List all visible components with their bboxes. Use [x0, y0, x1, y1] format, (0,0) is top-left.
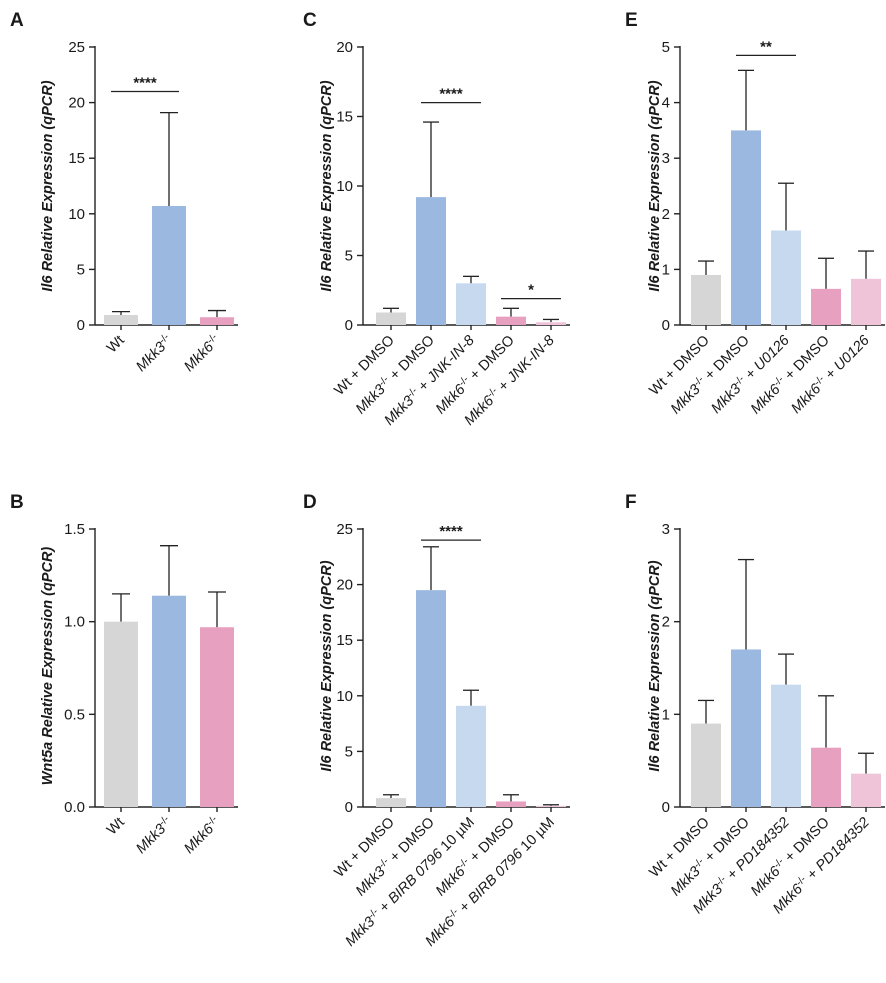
bar [416, 590, 446, 807]
significance-label: **** [439, 523, 463, 540]
y-tick-label: 0 [345, 799, 353, 816]
y-tick-label: 1.5 [64, 521, 85, 538]
x-category-label: Mkk3-/- [132, 813, 176, 857]
y-tick-label: 4 [662, 95, 670, 112]
bar [691, 274, 721, 325]
y-tick-label: 15 [336, 109, 353, 126]
y-tick-label: 1.0 [64, 614, 85, 631]
y-tick-label: 15 [68, 150, 85, 167]
panel-b: B Wnt5a Relative Expression (qPCR) 0.0 0.5 1… [10, 492, 238, 857]
significance-label: **** [133, 74, 157, 91]
y-tick-label: 10 [336, 688, 353, 705]
y-axis-label: Il6 Relative Expression (qPCR) [647, 80, 663, 291]
significance-label: ** [760, 38, 772, 55]
bar [456, 283, 486, 325]
panel-d: D Il6 Relative Expression (qPCR) 0 5 10 15 20 2… [303, 492, 570, 950]
y-tick-label: 5 [345, 248, 353, 265]
y-tick-label: 20 [336, 39, 353, 56]
bar [851, 773, 881, 807]
y-tick-label: 0.0 [64, 799, 85, 816]
y-tick-label: 10 [68, 206, 85, 223]
y-axis-label: Il6 Relative Expression (qPCR) [319, 80, 335, 291]
bar [104, 621, 138, 807]
y-tick-label: 0 [662, 317, 670, 334]
bar [152, 595, 186, 807]
x-category-label: Wt + DMSO [647, 815, 713, 881]
y-tick-label: 1 [662, 261, 670, 278]
bar [811, 747, 841, 807]
y-tick-label: 10 [336, 178, 353, 195]
bar [456, 705, 486, 807]
panel-e: E Il6 Relative Expression (qPCR) 0 1 2 3 4 5 Wt … [625, 10, 885, 417]
y-tick-label: 3 [662, 150, 670, 167]
y-axis-label: Il6 Relative Expression (qPCR) [40, 80, 56, 291]
y-tick-label: 20 [336, 577, 353, 594]
y-tick-label: 0.5 [64, 706, 85, 723]
panel-letter: A [10, 10, 24, 31]
significance-label: **** [439, 86, 463, 103]
y-tick-label: 0 [77, 317, 85, 334]
y-tick-label: 25 [336, 521, 353, 538]
bar [496, 801, 526, 807]
panel-f: F Il6 Relative Expression (qPCR) 0 1 2 3 Wt + … [625, 492, 885, 917]
bar [771, 230, 801, 325]
x-category-label: Mkk6-/- [180, 813, 224, 857]
panel-c: C Il6 Relative Expression (qPCR) 0 5 10 15 20 W… [303, 10, 570, 429]
y-tick-label: 0 [345, 317, 353, 334]
panel-letter: D [303, 492, 317, 513]
bar [104, 314, 138, 325]
x-category-label: Wt [104, 815, 128, 839]
x-category-label: Wt [104, 333, 128, 357]
y-axis-label: Il6 Relative Expression (qPCR) [647, 560, 663, 771]
bar [200, 627, 234, 807]
bar [691, 723, 721, 807]
y-tick-label: 5 [662, 39, 670, 56]
bar [416, 197, 446, 325]
panel-letter: F [625, 492, 637, 513]
x-category-label: Wt + DMSO [647, 333, 713, 399]
y-tick-label: 15 [336, 632, 353, 649]
bar [376, 798, 406, 807]
y-tick-label: 1 [662, 706, 670, 723]
bar [152, 206, 186, 325]
bar [376, 312, 406, 325]
y-tick-label: 2 [662, 614, 670, 631]
bar [771, 684, 801, 807]
y-tick-label: 0 [662, 799, 670, 816]
bar [731, 649, 761, 807]
bar [811, 288, 841, 325]
bar [851, 278, 881, 325]
bar [536, 322, 566, 325]
y-tick-label: 5 [77, 261, 85, 278]
y-axis-label: Wnt5a Relative Expression (qPCR) [40, 547, 56, 786]
y-tick-label: 25 [68, 39, 85, 56]
bar [731, 130, 761, 325]
y-tick-label: 2 [662, 206, 670, 223]
panel-letter: C [303, 10, 317, 31]
x-category-label: Wt + DMSO [332, 333, 398, 399]
panel-letter: E [625, 10, 638, 31]
bar [200, 317, 234, 325]
panel-a: A Il6 Relative Expression (qPCR) 0 5 10 15 20 2… [10, 10, 238, 375]
x-category-label: Mkk6-/- [180, 331, 224, 375]
y-axis-label: Il6 Relative Expression (qPCR) [319, 560, 335, 771]
bar [496, 316, 526, 325]
significance-label: * [528, 282, 534, 299]
y-tick-label: 20 [68, 95, 85, 112]
y-tick-label: 3 [662, 521, 670, 538]
panel-letter: B [10, 492, 24, 513]
x-category-label: Wt + DMSO [332, 815, 398, 881]
bar [536, 805, 566, 807]
x-category-label: Mkk3-/- [132, 331, 176, 375]
y-tick-label: 5 [345, 743, 353, 760]
